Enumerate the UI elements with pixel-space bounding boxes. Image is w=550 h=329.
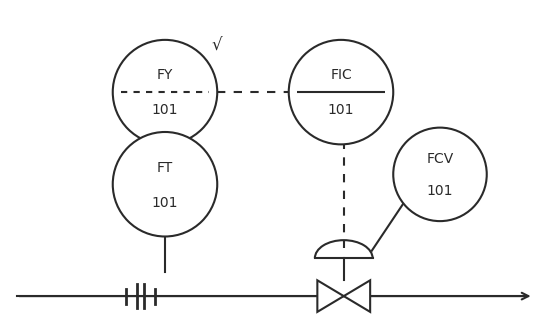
Text: FIC: FIC xyxy=(330,68,352,82)
Polygon shape xyxy=(317,280,344,312)
Text: 101: 101 xyxy=(152,103,178,117)
Ellipse shape xyxy=(289,40,393,144)
Text: FY: FY xyxy=(157,68,173,82)
Ellipse shape xyxy=(113,132,217,237)
Polygon shape xyxy=(344,280,370,312)
Text: FCV: FCV xyxy=(426,152,454,166)
Text: FT: FT xyxy=(157,161,173,174)
Ellipse shape xyxy=(113,40,217,144)
Text: 101: 101 xyxy=(328,103,354,117)
Text: 101: 101 xyxy=(427,184,453,198)
Text: √: √ xyxy=(212,37,223,55)
Text: 101: 101 xyxy=(152,195,178,210)
Ellipse shape xyxy=(393,128,487,221)
